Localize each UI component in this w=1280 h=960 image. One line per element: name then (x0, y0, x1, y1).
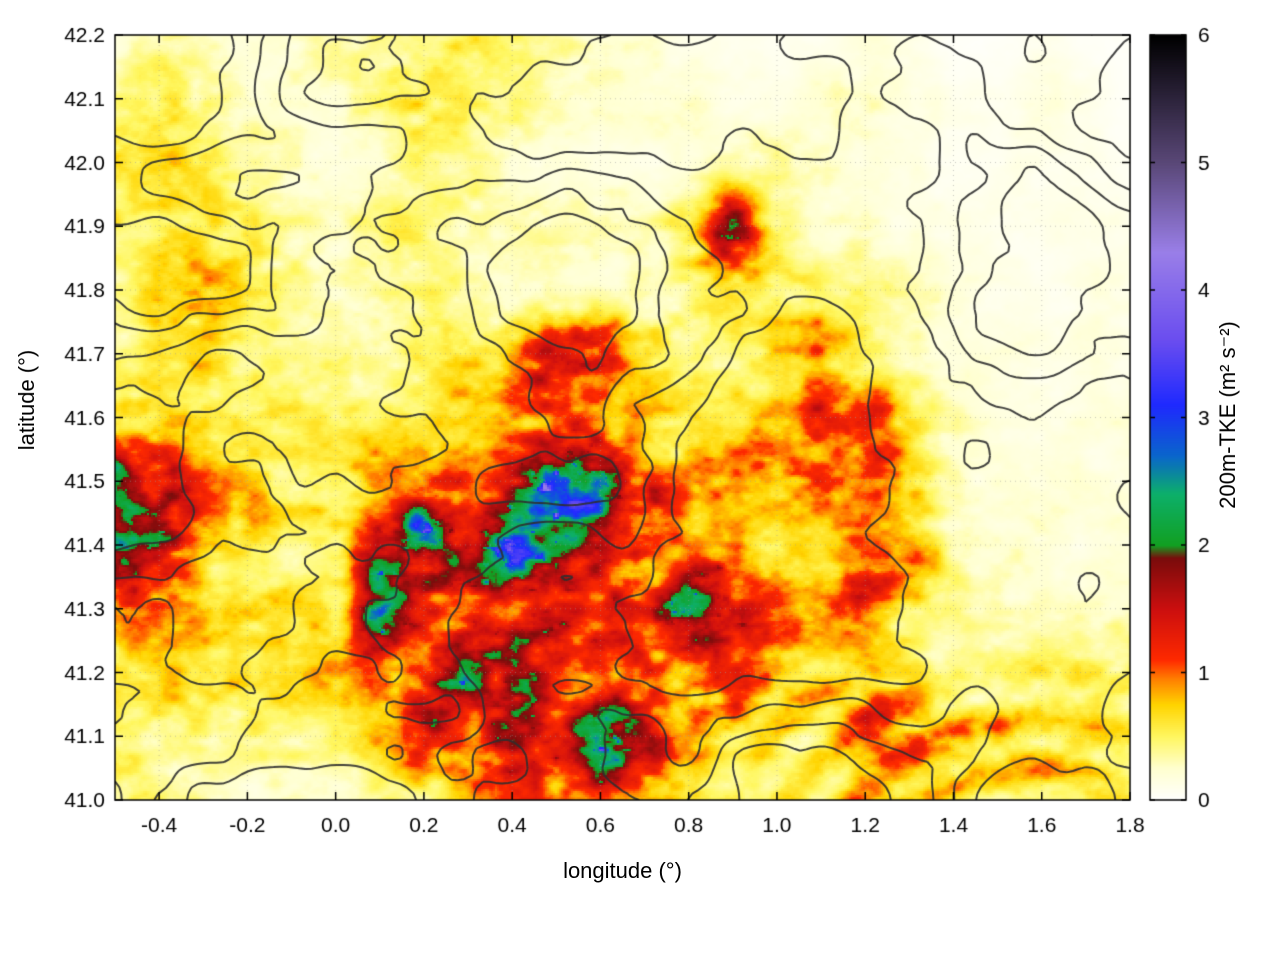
x-axis-label: longitude (°) (563, 858, 682, 883)
y-axis-label: latitude (°) (14, 349, 39, 451)
colorbar-label: 200m-TKE (m² s⁻²) (1215, 321, 1240, 509)
